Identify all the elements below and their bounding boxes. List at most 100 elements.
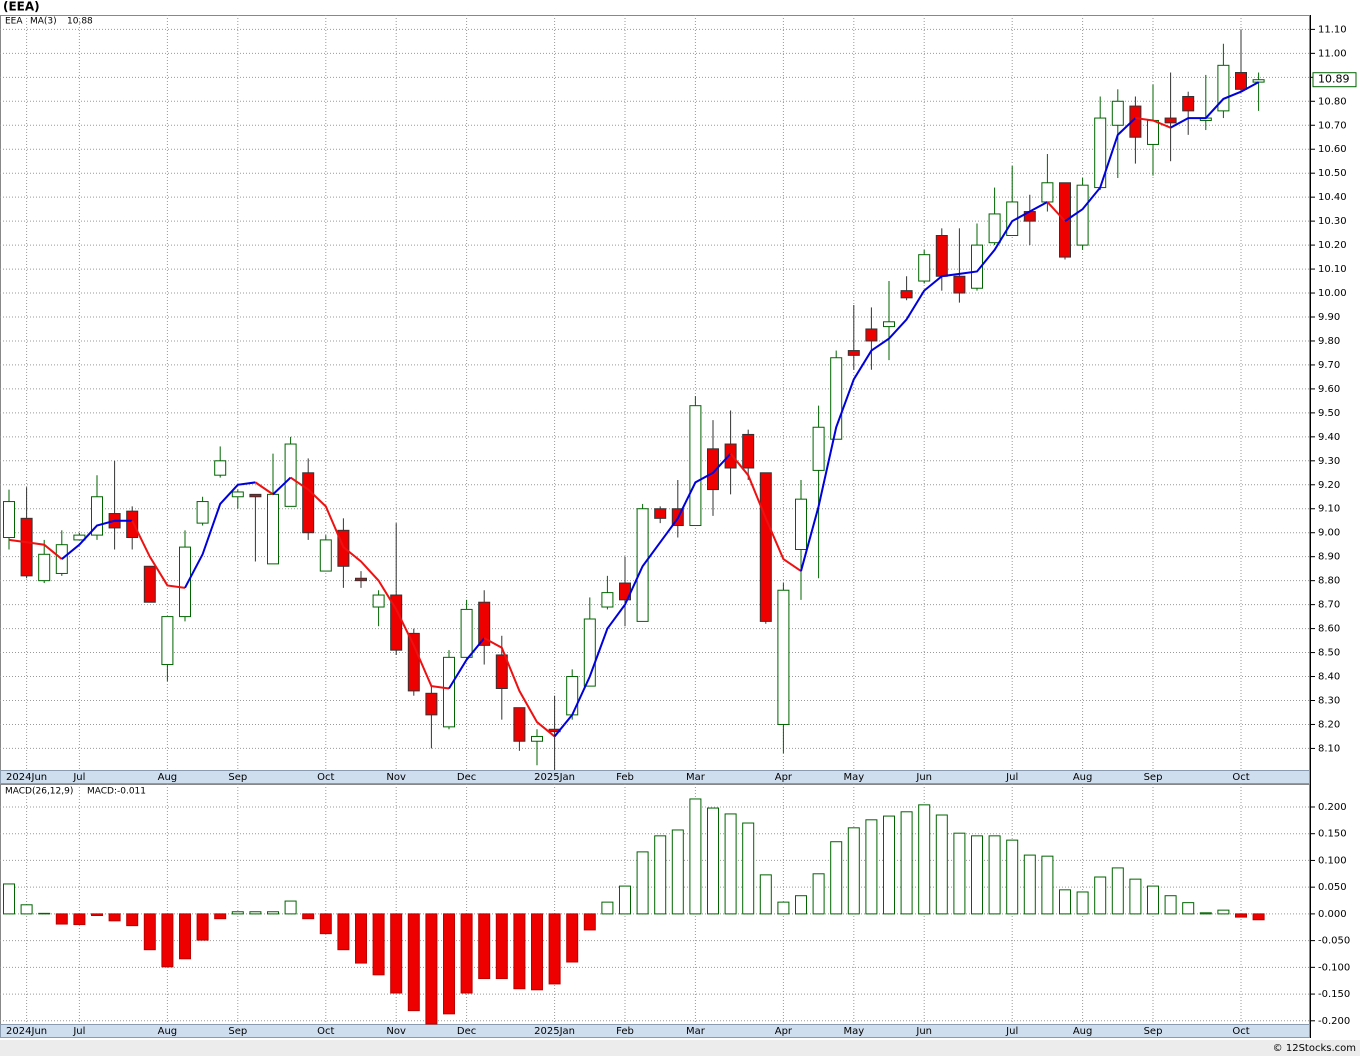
y-tick-label: -0.100 (1318, 962, 1350, 973)
macd-bar (1199, 912, 1212, 915)
x-tick-label: Jun (915, 1026, 932, 1037)
chart-title: (EEA) (3, 0, 40, 14)
macd-bar (55, 913, 68, 925)
moving-average (1135, 117, 1171, 129)
x-tick-label: 2024Jun (6, 1026, 47, 1037)
x-tick-label: Dec (457, 772, 476, 783)
candle-body (495, 654, 508, 690)
macd-bar (654, 835, 667, 915)
macd-bar (988, 835, 1001, 915)
y-tick-label: 9.80 (1318, 336, 1340, 347)
candle-body (777, 589, 790, 725)
macd-bar (91, 913, 103, 916)
candle-body (284, 443, 297, 507)
candle-body (971, 244, 983, 289)
candle-body (3, 501, 15, 539)
x-tick-label: Mar (686, 1026, 706, 1037)
x-tick-label: Nov (386, 772, 406, 783)
macd-bar (249, 911, 262, 915)
y-tick-label: 8.50 (1318, 648, 1340, 659)
x-tick-label: Aug (1073, 772, 1093, 783)
y-tick-label: 0.150 (1318, 829, 1347, 840)
x-tick-label: Feb (616, 772, 634, 783)
y-tick-label: 10.60 (1318, 144, 1347, 155)
macd-bar (196, 913, 209, 941)
x-tick-label: Aug (158, 1026, 178, 1037)
macd-bar (830, 841, 843, 915)
macd-bar (214, 913, 227, 920)
candle-body (566, 676, 579, 716)
y-tick-label: 10.80 (1318, 96, 1347, 107)
x-tick-label: Oct (1232, 772, 1249, 783)
y-tick-label: 11.00 (1318, 48, 1347, 59)
macd-bar (143, 913, 156, 951)
moving-average (553, 452, 732, 738)
macd-bar (636, 851, 649, 915)
candle-body (214, 460, 227, 476)
macd-bar (407, 913, 420, 1012)
candle-body (953, 275, 966, 294)
candle-body (795, 498, 807, 550)
x-tick-label: May (843, 772, 864, 783)
y-tick-label: 10.10 (1318, 264, 1347, 275)
candle-body (918, 254, 931, 282)
candle-body (231, 491, 244, 498)
macd-bar (900, 811, 913, 915)
candle-body (267, 493, 279, 565)
macd-bar (531, 913, 543, 991)
candle-body (1164, 117, 1177, 124)
candle-body (1129, 105, 1142, 138)
x-tick-label: Sep (228, 772, 247, 783)
x-tick-label: Sep (1144, 1026, 1163, 1037)
macd-bar (1023, 854, 1036, 915)
candle-body (179, 546, 191, 618)
candle-body (1076, 184, 1089, 246)
macd-bar (795, 895, 807, 915)
candle-body (707, 448, 719, 491)
candle-body (425, 692, 438, 716)
legend-value: -0.011 (117, 787, 146, 797)
y-tick-label: -0.050 (1318, 936, 1350, 947)
x-tick-label: Apr (775, 772, 793, 783)
macd-bar (495, 913, 508, 980)
candle-body (1182, 95, 1195, 112)
candle-body (900, 290, 913, 299)
date-band (0, 770, 1310, 784)
candle-body (196, 501, 209, 524)
candle-body (759, 472, 772, 622)
macd-bar (619, 885, 631, 915)
candle-body (407, 632, 420, 692)
y-tick-label: 8.70 (1318, 600, 1340, 611)
x-tick-label: Aug (158, 772, 178, 783)
x-tick-label: Feb (616, 1026, 634, 1037)
y-tick-label: 9.10 (1318, 504, 1340, 515)
candle-body (372, 594, 385, 608)
macd-bar (337, 913, 350, 951)
candle-body (689, 405, 702, 527)
x-tick-label: Sep (228, 1026, 247, 1037)
candle-body (724, 443, 737, 469)
macd-bar (1182, 902, 1195, 915)
candle-body (91, 496, 103, 536)
x-tick-label: Nov (386, 1026, 406, 1037)
moving-average (483, 637, 556, 738)
panel-title: MACD(26,12,9) (5, 787, 73, 797)
candle-body (654, 508, 667, 519)
macd-bar (583, 913, 596, 931)
macd-bar (126, 913, 139, 927)
macd-bar (935, 814, 948, 915)
y-tick-label: 0.200 (1318, 802, 1347, 813)
candle-body (935, 235, 948, 277)
last-price-label: 10.89 (1318, 73, 1350, 86)
moving-average (448, 637, 485, 690)
x-tick-label: Jul (1005, 1026, 1018, 1037)
candle-body (601, 592, 614, 608)
macd-bar (20, 904, 33, 915)
candle-body (513, 707, 526, 742)
candle-body (583, 618, 596, 687)
macd-bar (108, 913, 121, 922)
moving-average (131, 520, 186, 589)
legend-name: MACD: (87, 787, 117, 797)
macd-bar (1076, 891, 1089, 915)
